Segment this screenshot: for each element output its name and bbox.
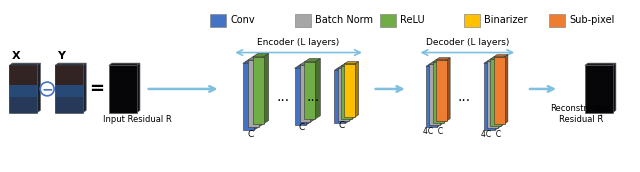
- Text: Y: Y: [57, 51, 65, 61]
- Polygon shape: [487, 61, 498, 128]
- Text: C: C: [339, 121, 345, 130]
- Polygon shape: [447, 58, 450, 121]
- Text: 4C  C: 4C C: [424, 127, 444, 136]
- Text: ...: ...: [276, 90, 290, 104]
- Polygon shape: [55, 65, 83, 112]
- Polygon shape: [335, 68, 349, 70]
- Polygon shape: [429, 64, 440, 125]
- Polygon shape: [137, 63, 140, 112]
- Text: Reconstructed
Residual R̂: Reconstructed Residual R̂: [550, 104, 611, 124]
- Polygon shape: [294, 65, 310, 68]
- Polygon shape: [440, 62, 444, 125]
- Text: =: =: [90, 80, 104, 98]
- Text: 4C  C: 4C C: [481, 130, 501, 139]
- Polygon shape: [352, 64, 355, 119]
- Text: ReLU: ReLU: [399, 15, 424, 25]
- Polygon shape: [253, 57, 264, 124]
- Polygon shape: [243, 63, 254, 130]
- Text: Binarizer: Binarizer: [484, 15, 528, 25]
- Text: C: C: [299, 123, 305, 132]
- Text: Batch Norm: Batch Norm: [315, 15, 373, 25]
- Polygon shape: [264, 54, 269, 124]
- Text: −: −: [42, 82, 53, 96]
- Polygon shape: [305, 58, 321, 62]
- Bar: [295, 14, 311, 27]
- Polygon shape: [10, 65, 37, 112]
- Polygon shape: [487, 59, 501, 61]
- Polygon shape: [109, 63, 140, 65]
- Polygon shape: [109, 65, 137, 112]
- Text: Sub-pixel: Sub-pixel: [569, 15, 614, 25]
- Polygon shape: [310, 62, 316, 122]
- Polygon shape: [10, 85, 37, 97]
- Polygon shape: [429, 62, 444, 64]
- Polygon shape: [344, 62, 358, 64]
- Polygon shape: [254, 60, 259, 130]
- Polygon shape: [55, 65, 83, 85]
- Bar: [211, 14, 227, 27]
- Polygon shape: [37, 63, 40, 112]
- Text: Conv: Conv: [230, 15, 255, 25]
- Polygon shape: [55, 85, 83, 97]
- Polygon shape: [426, 66, 437, 127]
- Polygon shape: [504, 55, 508, 124]
- Polygon shape: [341, 66, 352, 119]
- Polygon shape: [294, 68, 305, 125]
- Polygon shape: [355, 62, 358, 117]
- Bar: [549, 14, 565, 27]
- Polygon shape: [501, 57, 504, 126]
- Text: C: C: [247, 130, 253, 139]
- Polygon shape: [349, 66, 352, 121]
- Polygon shape: [433, 62, 444, 123]
- Polygon shape: [83, 63, 86, 112]
- Polygon shape: [436, 60, 447, 121]
- Polygon shape: [55, 97, 83, 112]
- Polygon shape: [10, 63, 40, 65]
- Polygon shape: [344, 64, 355, 117]
- Text: Encoder (L layers): Encoder (L layers): [257, 38, 339, 47]
- Polygon shape: [437, 64, 440, 127]
- Polygon shape: [338, 68, 349, 121]
- Polygon shape: [484, 63, 495, 130]
- Polygon shape: [426, 64, 440, 66]
- Bar: [380, 14, 396, 27]
- Polygon shape: [10, 97, 37, 112]
- Polygon shape: [585, 65, 612, 112]
- Polygon shape: [493, 57, 504, 124]
- Text: Decoder (L layers): Decoder (L layers): [426, 38, 509, 47]
- Bar: [465, 14, 480, 27]
- Polygon shape: [248, 60, 259, 127]
- Polygon shape: [55, 63, 86, 65]
- Text: X: X: [12, 51, 20, 61]
- Polygon shape: [436, 58, 450, 60]
- Polygon shape: [433, 60, 447, 62]
- Polygon shape: [253, 54, 269, 57]
- Polygon shape: [341, 64, 355, 66]
- Polygon shape: [300, 62, 316, 65]
- Polygon shape: [305, 65, 310, 125]
- Polygon shape: [338, 66, 352, 68]
- Polygon shape: [346, 68, 349, 123]
- Polygon shape: [495, 61, 498, 130]
- Polygon shape: [259, 57, 264, 127]
- Polygon shape: [490, 59, 501, 126]
- Polygon shape: [484, 61, 498, 63]
- Polygon shape: [243, 60, 259, 63]
- Polygon shape: [490, 57, 504, 59]
- Polygon shape: [305, 62, 316, 119]
- Text: ...: ...: [458, 90, 471, 104]
- Circle shape: [40, 82, 54, 96]
- Polygon shape: [10, 65, 37, 85]
- Text: ...: ...: [307, 90, 319, 104]
- Polygon shape: [316, 58, 321, 119]
- Polygon shape: [498, 59, 501, 128]
- Polygon shape: [335, 70, 346, 123]
- Polygon shape: [585, 63, 616, 65]
- Polygon shape: [612, 63, 616, 112]
- Text: Input Residual R: Input Residual R: [103, 115, 172, 124]
- Polygon shape: [248, 57, 264, 60]
- Polygon shape: [300, 65, 310, 122]
- Polygon shape: [493, 55, 508, 57]
- Polygon shape: [444, 60, 447, 123]
